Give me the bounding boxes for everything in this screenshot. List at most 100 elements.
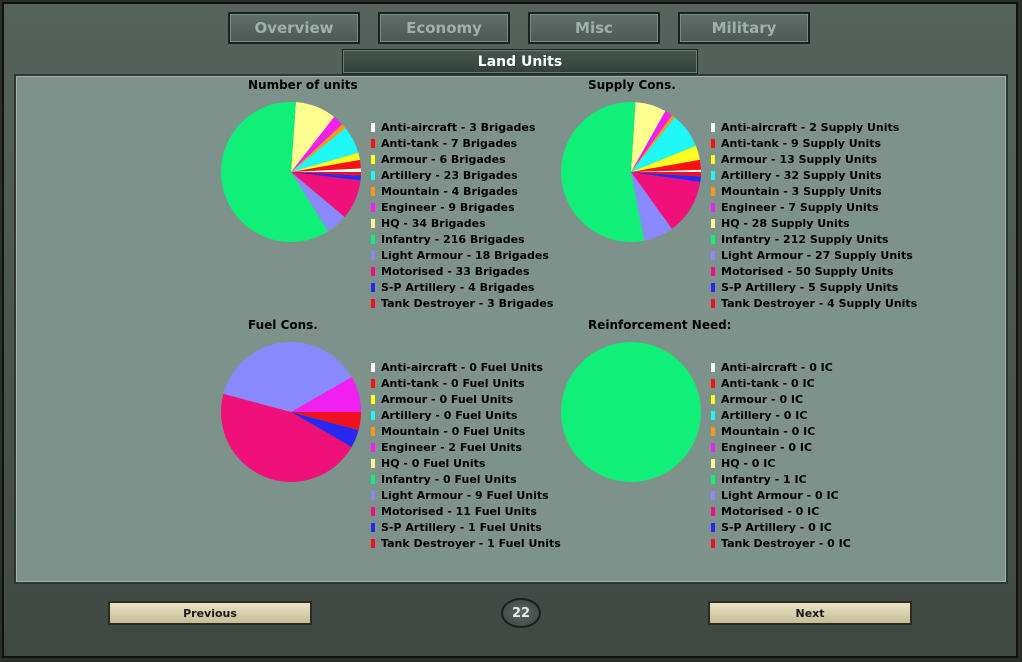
- tab-misc[interactable]: Misc: [528, 12, 660, 44]
- chart-title-supply: Supply Cons.: [588, 78, 676, 92]
- pie-slice-s-p-artillery: [631, 172, 701, 183]
- legend-swatch: [371, 522, 375, 532]
- pie-slice-artillery: [631, 117, 696, 172]
- next-button[interactable]: Next: [708, 601, 912, 625]
- pie-slice-light-armour: [223, 342, 352, 412]
- pie-slice-infantry: [561, 101, 645, 242]
- pie-chart-reinforcement: [561, 342, 701, 482]
- legend-label: Engineer - 9 Brigades: [381, 200, 515, 214]
- legend-label: Tank Destroyer - 0 IC: [721, 536, 851, 550]
- legend-swatch: [371, 426, 375, 436]
- legend-entry: Artillery - 23 Brigades: [371, 167, 553, 183]
- legend-swatch: [371, 538, 375, 548]
- legend-fuel: Anti-aircraft - 0 Fuel Units Anti-tank - …: [371, 359, 561, 551]
- legend-entry: Engineer - 7 Supply Units: [711, 199, 917, 215]
- legend-entry: Anti-aircraft - 0 IC: [711, 359, 851, 375]
- legend-entry: Light Armour - 9 Fuel Units: [371, 487, 561, 503]
- legend-label: Artillery - 0 IC: [721, 408, 808, 422]
- legend-entry: Armour - 13 Supply Units: [711, 151, 917, 167]
- legend-entry: Motorised - 0 IC: [711, 503, 851, 519]
- legend-label: HQ - 0 IC: [721, 456, 776, 470]
- legend-entry: Infantry - 0 Fuel Units: [371, 471, 561, 487]
- pie-slice-mountain: [291, 124, 346, 172]
- legend-label: Anti-aircraft - 3 Brigades: [381, 120, 536, 134]
- previous-button[interactable]: Previous: [108, 601, 312, 625]
- legend-entry: Mountain - 3 Supply Units: [711, 183, 917, 199]
- legend-reinforcement: Anti-aircraft - 0 IC Anti-tank - 0 IC Armo…: [711, 359, 851, 551]
- pie-slice-engineer: [631, 111, 672, 172]
- legend-swatch: [711, 394, 715, 404]
- pie-slice-hq: [631, 102, 666, 172]
- pie-slice-motorised: [631, 172, 701, 229]
- legend-label: Infantry - 1 IC: [721, 472, 807, 486]
- pie-chart-units: [220, 101, 361, 242]
- legend-label: Artillery - 32 Supply Units: [721, 168, 882, 182]
- pie-slice-infantry: [220, 101, 329, 242]
- legend-label: Tank Destroyer - 3 Brigades: [381, 296, 554, 310]
- legend-entry: Anti-tank - 0 Fuel Units: [371, 375, 561, 391]
- legend-swatch: [711, 250, 715, 260]
- legend-entry: Anti-aircraft - 2 Supply Units: [711, 119, 917, 135]
- legend-swatch: [371, 362, 375, 372]
- legend-label: S-P Artillery - 0 IC: [721, 520, 832, 534]
- pie-slice-s-p-artillery: [291, 172, 361, 181]
- legend-entry: Tank Destroyer - 3 Brigades: [371, 295, 553, 311]
- legend-label: Light Armour - 18 Brigades: [381, 248, 549, 262]
- legend-swatch: [711, 282, 715, 292]
- legend-swatch: [371, 170, 375, 180]
- legend-entry: Infantry - 216 Brigades: [371, 231, 553, 247]
- legend-swatch: [371, 474, 375, 484]
- legend-entry: Engineer - 2 Fuel Units: [371, 439, 561, 455]
- legend-label: Engineer - 0 IC: [721, 440, 813, 454]
- legend-swatch: [371, 282, 375, 292]
- pie-slice-tank-destroyer: [291, 412, 361, 431]
- pie-slice-engineer: [291, 377, 361, 412]
- chart-title-fuel: Fuel Cons.: [248, 318, 318, 332]
- legend-swatch: [371, 218, 375, 228]
- legend-swatch: [371, 490, 375, 500]
- tab-overview[interactable]: Overview: [228, 12, 360, 44]
- legend-label: Mountain - 0 IC: [721, 424, 816, 438]
- pie-slice-tank-destroyer: [631, 172, 701, 177]
- legend-entry: Light Armour - 18 Brigades: [371, 247, 553, 263]
- legend-entry: HQ - 0 Fuel Units: [371, 455, 561, 471]
- legend-entry: HQ - 34 Brigades: [371, 215, 553, 231]
- legend-label: Motorised - 11 Fuel Units: [381, 504, 537, 518]
- legend-swatch: [371, 234, 375, 244]
- tab-military[interactable]: Military: [678, 12, 810, 44]
- pie-chart-fuel: [221, 342, 361, 482]
- legend-entry: Mountain - 4 Brigades: [371, 183, 553, 199]
- legend-swatch: [711, 202, 715, 212]
- legend-entry: Tank Destroyer - 4 Supply Units: [711, 295, 917, 311]
- legend-label: HQ - 28 Supply Units: [721, 216, 850, 230]
- legend-swatch: [371, 506, 375, 516]
- legend-label: Anti-tank - 0 IC: [721, 376, 815, 390]
- pie-slice-hq: [291, 102, 335, 172]
- legend-swatch: [371, 266, 375, 276]
- legend-entry: Anti-tank - 9 Supply Units: [711, 135, 917, 151]
- legend-entry: Engineer - 9 Brigades: [371, 199, 553, 215]
- legend-label: Armour - 13 Supply Units: [721, 152, 878, 166]
- legend-swatch: [371, 394, 375, 404]
- legend-swatch: [371, 138, 375, 148]
- legend-supply: Anti-aircraft - 2 Supply Units Anti-tank …: [711, 119, 917, 311]
- pie-slice-light-armour: [291, 172, 345, 232]
- legend-label: Infantry - 216 Brigades: [381, 232, 525, 246]
- chart-title-units: Number of units: [248, 78, 358, 92]
- legend-swatch: [371, 298, 375, 308]
- panel-title: Land Units: [342, 49, 698, 74]
- legend-entry: Motorised - 33 Brigades: [371, 263, 553, 279]
- legend-entry: Anti-tank - 0 IC: [711, 375, 851, 391]
- tab-economy[interactable]: Economy: [378, 12, 510, 44]
- legend-swatch: [711, 410, 715, 420]
- legend-label: Tank Destroyer - 4 Supply Units: [721, 296, 918, 310]
- legend-label: Anti-aircraft - 0 IC: [721, 360, 833, 374]
- legend-swatch: [371, 458, 375, 468]
- legend-swatch: [371, 202, 375, 212]
- legend-label: Mountain - 3 Supply Units: [721, 184, 882, 198]
- legend-label: Engineer - 2 Fuel Units: [381, 440, 523, 454]
- legend-entry: Artillery - 0 Fuel Units: [371, 407, 561, 423]
- pie-slice-anti-aircraft: [631, 169, 701, 172]
- pie-slice-armour: [291, 152, 360, 172]
- legend-entry: Artillery - 0 IC: [711, 407, 851, 423]
